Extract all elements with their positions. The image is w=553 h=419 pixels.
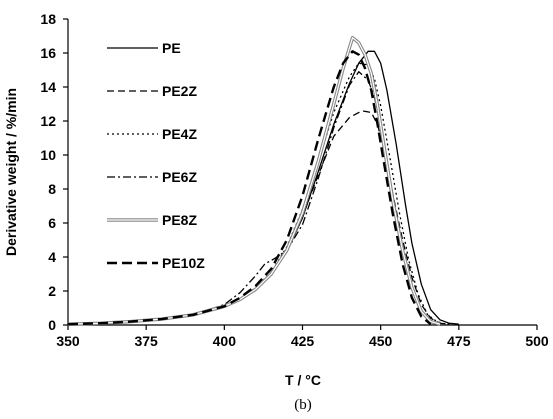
legend-item-pe10z: PE10Z xyxy=(107,255,205,271)
legend-item-pe6z: PE6Z xyxy=(107,169,197,185)
x-ticks: 350 375 400 425 450 475 500 xyxy=(56,325,549,349)
legend-label: PE6Z xyxy=(162,169,197,185)
x-axis-title: T / °C xyxy=(285,372,321,388)
x-tick-label: 500 xyxy=(525,333,549,349)
legend-label: PE10Z xyxy=(162,255,205,271)
y-tick-label: 14 xyxy=(40,79,56,95)
series-line-pe10z xyxy=(67,50,432,326)
y-tick-label: 12 xyxy=(40,113,56,129)
y-tick-label: 6 xyxy=(48,215,56,231)
y-tick-label: 16 xyxy=(40,45,56,61)
legend-label: PE4Z xyxy=(162,126,197,142)
y-tick-label: 8 xyxy=(48,181,56,197)
x-tick-label: 375 xyxy=(134,333,158,349)
x-tick-label: 425 xyxy=(291,333,315,349)
plot-area: 350 375 400 425 450 475 500 0 2 4 6 8 10 12 14 16 18 xyxy=(40,11,548,349)
y-tick-label: 4 xyxy=(48,249,56,265)
y-tick-label: 10 xyxy=(40,147,56,163)
legend-item-pe2z: PE2Z xyxy=(107,83,197,99)
y-tick-label: 2 xyxy=(48,283,56,299)
legend: PE PE2Z PE4Z PE6Z PE8Z PE10Z xyxy=(107,40,205,271)
y-tick-label: 18 xyxy=(40,11,56,27)
y-ticks: 0 2 4 6 8 10 12 14 16 18 xyxy=(40,11,68,333)
x-tick-label: 475 xyxy=(447,333,471,349)
legend-item-pe: PE xyxy=(107,40,181,56)
legend-label: PE xyxy=(162,40,181,56)
y-axis-title: Derivative weight / %/min xyxy=(3,88,19,256)
x-tick-label: 450 xyxy=(369,333,393,349)
legend-label: PE8Z xyxy=(162,212,197,228)
series-line-pe2z xyxy=(67,110,450,325)
legend-item-pe8z: PE8Z xyxy=(107,212,197,228)
y-tick-label: 0 xyxy=(48,317,56,333)
x-tick-label: 350 xyxy=(56,333,80,349)
x-tick-label: 400 xyxy=(213,333,237,349)
legend-item-pe4z: PE4Z xyxy=(107,126,197,142)
series-lines xyxy=(67,36,459,326)
figure-caption: (b) xyxy=(294,397,312,413)
legend-label: PE2Z xyxy=(162,83,197,99)
series-line-pe8z xyxy=(67,36,441,326)
